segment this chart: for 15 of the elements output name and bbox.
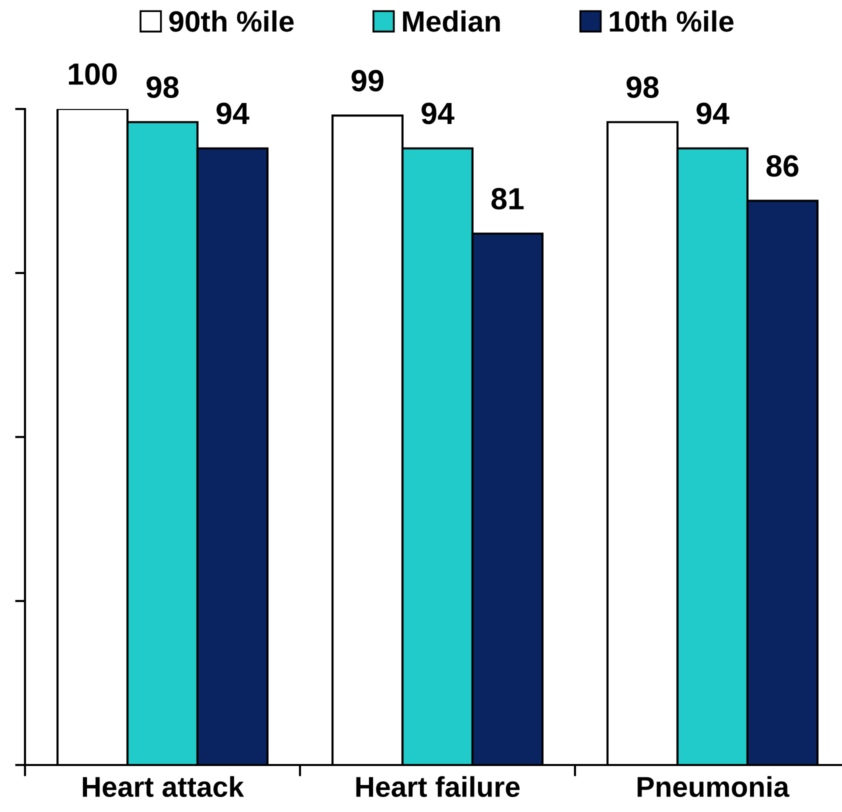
legend-label: Median (403, 10, 500, 32)
x-tick-label: Heart attack (82, 776, 244, 798)
legend-label: 10th %ile (610, 10, 734, 32)
data-label: 98 (146, 76, 179, 98)
data-label: 94 (696, 102, 730, 124)
data-label: 81 (491, 188, 524, 210)
data-label: 94 (422, 102, 454, 124)
data-label: 94 (216, 102, 250, 124)
x-tick-label: Pneumonia (638, 776, 790, 798)
data-label: 98 (626, 76, 659, 98)
legend-label: 90th %ile (169, 10, 294, 32)
data-label: 86 (766, 155, 798, 177)
data-label: 100 (68, 63, 117, 85)
x-tick-label: Heart failure (356, 776, 520, 798)
data-label: 99 (352, 70, 384, 92)
